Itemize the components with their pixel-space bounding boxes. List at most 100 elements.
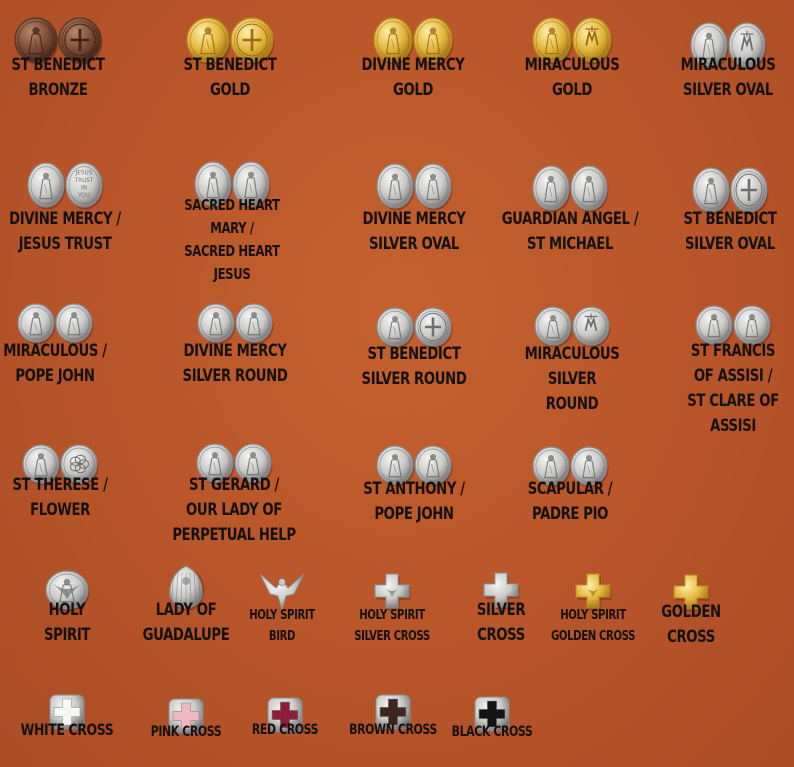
- caption-line: DIVINE MERCY: [183, 340, 287, 361]
- product-caption: HOLY SPIRIT GOLDEN CROSS: [515, 605, 671, 647]
- bead-image: [575, 573, 612, 611]
- product-caption: LADY OF GUADALUPE: [108, 598, 264, 648]
- bead-image: [673, 574, 710, 612]
- caption-line: ST MICHAEL: [526, 233, 614, 254]
- product-caption: MIRACULOUS / POPE JOHN: [0, 339, 133, 389]
- product-caption: BLACK CROSS: [414, 721, 570, 743]
- product-caption: DIVINE MERCY SILVER OVAL: [336, 207, 492, 257]
- product-caption: MIRACULOUS GOLD: [494, 53, 650, 103]
- caption-line: SILVER OVAL: [685, 233, 775, 254]
- product-caption: SILVER CROSS: [423, 598, 579, 648]
- product-caption: HOLY SPIRIT: [0, 598, 145, 648]
- st-gerard-medal-icon: [208, 451, 222, 476]
- golden-cross-bead-icon: [673, 574, 709, 610]
- pope-john-medal-icon: [426, 453, 440, 478]
- bead-image: [376, 163, 453, 211]
- virgin-mary-medal-icon: [425, 27, 441, 55]
- st-therese-medal-icon: [34, 452, 48, 477]
- bead-image: [532, 165, 609, 213]
- benedict-cross-medal-icon: [64, 23, 96, 57]
- caption-line: SCAPULAR /: [527, 478, 613, 499]
- caption-line: HOLY SPIRIT: [560, 607, 626, 623]
- bead-image: [14, 17, 103, 65]
- red-cross-bead-icon: [267, 697, 303, 733]
- product-caption: ST FRANCIS OF ASSISI / ST CLARE OF ASSISI: [655, 339, 794, 439]
- caption-line: ST ANTHONY /: [363, 478, 465, 499]
- caption-line: ST CLARE OF: [687, 390, 779, 411]
- brown-cross-bead-icon: [375, 694, 411, 730]
- product-caption: DIVINE MERCY / JESUS TRUST: [0, 207, 143, 257]
- our-lady-perpetual-help-medal-icon: [246, 451, 260, 476]
- holy-spirit-bird-bead-icon: [259, 573, 305, 612]
- caption-line: OF ASSISI /: [693, 365, 773, 386]
- caption-line: ST BENEDICT: [683, 208, 777, 229]
- pink-cross-bead-icon: [168, 698, 204, 734]
- bead-image: [374, 573, 411, 611]
- padre-pio-medal-icon: [582, 454, 596, 479]
- divine-mercy-medal-icon: [388, 173, 402, 201]
- caption-line: SACRED HEART: [184, 241, 280, 260]
- caption-line: CROSS: [477, 624, 525, 645]
- caption-line: GOLD: [392, 79, 434, 100]
- bead-image: [695, 305, 772, 347]
- rose-flower-medal-icon: [69, 454, 90, 474]
- caption-line: ASSISI: [710, 415, 756, 436]
- caption-line: GOLDEN: [661, 601, 721, 622]
- medal-text: YOU: [77, 193, 90, 199]
- miraculous-medal-icon: [29, 311, 43, 336]
- our-lady-guadalupe-bead-icon: [169, 565, 203, 609]
- caption-line: ST THERESE /: [12, 474, 108, 495]
- product-caption: GOLDEN CROSS: [613, 600, 769, 650]
- product-caption: ST BENEDICT SILVER OVAL: [652, 207, 794, 257]
- bead-image: [534, 306, 611, 348]
- caption-line: ST FRANCIS: [690, 340, 776, 361]
- caption-line: DIVINE MERCY: [361, 54, 465, 75]
- caption-line: ST BENEDICT: [367, 343, 461, 364]
- caption-line: SILVER ROUND: [182, 365, 288, 386]
- product-caption: ST BENEDICT GOLD: [152, 53, 308, 103]
- miraculous-medal-icon: [544, 27, 560, 55]
- caption-line: GUADALUPE: [142, 624, 230, 645]
- divine-mercy-medal-icon: [385, 27, 401, 55]
- caption-line: HOLY SPIRIT: [359, 607, 425, 623]
- medal-text: JESUS: [75, 170, 93, 176]
- caption-line: MIRACULOUS: [524, 54, 620, 75]
- bead-image: [194, 161, 271, 209]
- bead-image: [168, 698, 204, 734]
- product-caption: DIVINE MERCY SILVER ROUND: [157, 339, 313, 389]
- divine-mercy-medal-icon: [39, 172, 53, 200]
- white-cross-bead-icon: [49, 694, 85, 730]
- miraculous-reverse-medal-icon: [585, 25, 599, 46]
- bead-image: [690, 22, 767, 70]
- caption-line: RED CROSS: [251, 722, 319, 739]
- product-caption: ST BENEDICT SILVER ROUND: [336, 342, 492, 392]
- st-anthony-medal-icon: [388, 453, 402, 478]
- caption-line: GOLDEN CROSS: [550, 628, 636, 644]
- product-caption: HOLY SPIRIT SILVER CROSS: [314, 605, 470, 647]
- st-benedict-medal-icon: [388, 315, 402, 340]
- caption-line: GUARDIAN ANGEL /: [501, 208, 639, 229]
- bead-image: [49, 694, 85, 730]
- medal-text: TRUST: [74, 178, 94, 184]
- caption-line: BIRD: [268, 628, 296, 644]
- caption-line: ROUND: [545, 393, 599, 414]
- benedict-cross-medal-icon: [735, 173, 763, 207]
- product-caption: PINK CROSS: [108, 721, 264, 743]
- caption-line: BLACK CROSS: [451, 724, 533, 741]
- caption-line: POPE JOHN: [374, 503, 454, 524]
- bead-image: [692, 167, 769, 215]
- caption-line: PADRE PIO: [531, 503, 609, 524]
- virgin-mary-medal-icon: [247, 311, 261, 336]
- caption-line: SILVER: [547, 368, 597, 389]
- pope-john-medal-icon: [67, 311, 81, 336]
- caption-line: PINK CROSS: [150, 724, 222, 741]
- st-benedict-medal-icon: [200, 27, 216, 55]
- caption-line: LADY OF: [155, 599, 217, 620]
- product-caption: WHITE CROSS: [0, 719, 145, 741]
- product-caption: ST ANTHONY / POPE JOHN: [336, 477, 492, 527]
- miraculous-reverse-medal-icon: [584, 313, 598, 331]
- benedict-cross-medal-icon: [236, 23, 268, 57]
- caption-line: DIVINE MERCY: [362, 208, 466, 229]
